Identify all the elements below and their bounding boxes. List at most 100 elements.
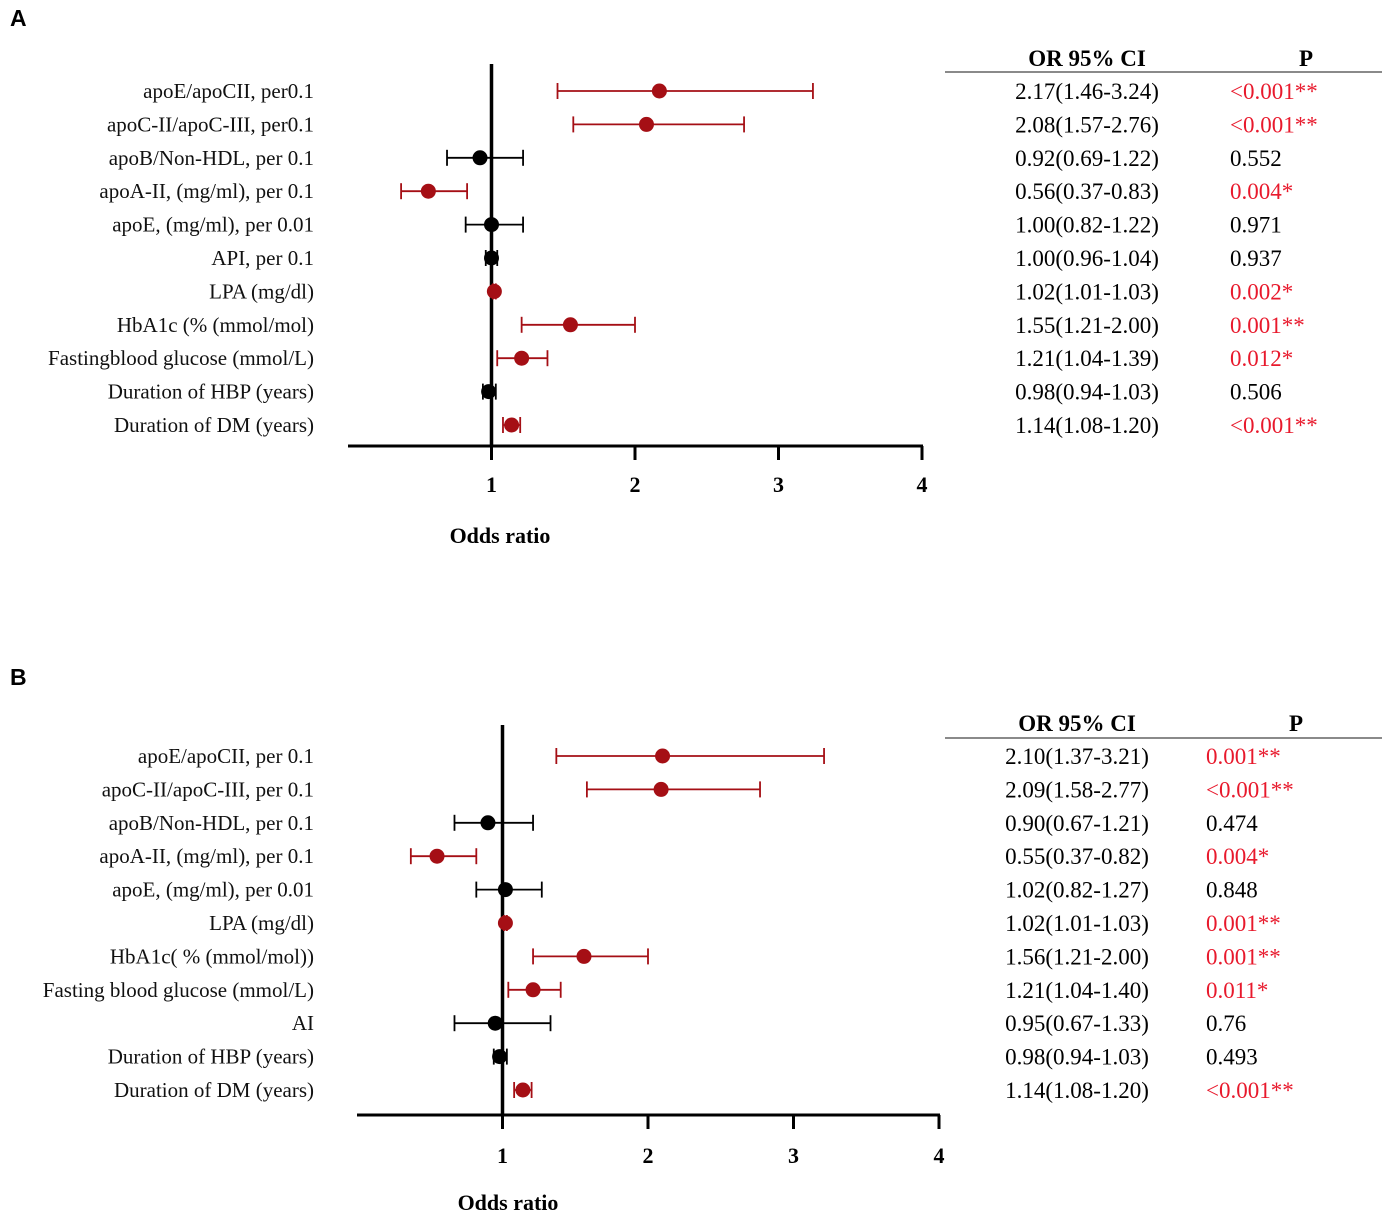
forest-row: apoB/Non-HDL, per 0.1 0.92(0.69-1.22) 0.55… (109, 146, 1282, 171)
row-label: apoE, (mg/ml), per 0.01 (112, 878, 314, 902)
row-label: Duration of HBP (years) (108, 380, 314, 404)
row-label: LPA (mg/dl) (209, 911, 314, 935)
p-value-cell: 0.002* (1230, 279, 1293, 304)
forest-row: Duration of DM (years) 1.14(1.08-1.20) <0.… (114, 1078, 1294, 1103)
p-value-cell: <0.001** (1206, 1078, 1294, 1103)
row-label: Duration of HBP (years) (108, 1045, 314, 1069)
p-value-cell: 0.506 (1230, 380, 1282, 405)
forest-row: apoE, (mg/ml), per 0.01 1.02(0.82-1.27) 0.… (112, 878, 1258, 903)
table-header-p: P (1299, 46, 1313, 71)
row-label: apoE, (mg/ml), per 0.01 (112, 213, 314, 237)
forest-row: LPA (mg/dl) 1.02(1.01-1.03) 0.001** (209, 911, 1281, 936)
x-tick-label: 3 (773, 472, 784, 497)
or-ci-cell: 2.10(1.37-3.21) (1005, 744, 1149, 769)
or-point (504, 417, 520, 433)
row-label: Duration of DM (years) (114, 1078, 314, 1102)
row-label: apoA-II, (mg/ml), per 0.1 (99, 844, 314, 868)
p-value-cell: 0.004* (1230, 179, 1293, 204)
p-value-cell: <0.001** (1230, 413, 1318, 438)
or-point (420, 183, 436, 199)
table-header-or-ci: OR 95% CI (1018, 711, 1136, 736)
row-label: HbA1c (% (mmol/mol) (117, 313, 314, 337)
forest-row: apoE/apoCII, per0.1 2.17(1.46-3.24) <0.001… (143, 79, 1318, 104)
or-ci-cell: 2.08(1.57-2.76) (1015, 112, 1159, 137)
forest-row: apoB/Non-HDL, per 0.1 0.90(0.67-1.21) 0.47… (109, 811, 1259, 836)
table-header-p: P (1289, 711, 1303, 736)
or-ci-cell: 2.17(1.46-3.24) (1015, 79, 1159, 104)
x-tick-label: 4 (934, 1143, 945, 1168)
row-label: apoE/apoCII, per0.1 (143, 79, 314, 103)
row-label: apoA-II, (mg/ml), per 0.1 (99, 179, 314, 203)
row-label: API, per 0.1 (211, 246, 314, 270)
forest-row: HbA1c (% (mmol/mol) 1.55(1.21-2.00) 0.001*… (117, 313, 1305, 338)
forest-row: AI 0.95(0.67-1.33) 0.76 (292, 1011, 1246, 1036)
forest-row: LPA (mg/dl) 1.02(1.01-1.03) 0.002* (209, 279, 1293, 304)
p-value-cell: 0.937 (1230, 246, 1282, 271)
panel-label: B (10, 664, 27, 690)
or-ci-cell: 0.90(0.67-1.21) (1005, 811, 1149, 836)
or-ci-cell: 1.02(0.82-1.27) (1005, 878, 1149, 903)
forest-row: Fastingblood glucose (mmol/L) 1.21(1.04-1… (48, 346, 1293, 371)
or-ci-cell: 1.21(1.04-1.39) (1015, 346, 1159, 371)
or-ci-cell: 1.55(1.21-2.00) (1015, 313, 1159, 338)
or-point (486, 283, 502, 299)
or-ci-cell: 1.00(0.82-1.22) (1015, 213, 1159, 238)
or-ci-cell: 1.00(0.96-1.04) (1015, 246, 1159, 271)
x-tick-label: 2 (643, 1143, 654, 1168)
or-point (480, 815, 496, 831)
or-point (651, 83, 667, 99)
or-ci-cell: 0.56(0.37-0.83) (1015, 179, 1159, 204)
x-tick-label: 3 (788, 1143, 799, 1168)
or-point (492, 1049, 508, 1065)
forest-row: apoA-II, (mg/ml), per 0.1 0.55(0.37-0.82)… (99, 844, 1269, 869)
or-ci-cell: 0.55(0.37-0.82) (1005, 844, 1149, 869)
or-point (497, 882, 513, 898)
x-axis-title: Odds ratio (450, 523, 551, 548)
or-point (515, 1082, 531, 1098)
row-label: HbA1c( % (mmol/mol)) (110, 944, 314, 968)
row-label: apoE/apoCII, per 0.1 (138, 744, 314, 768)
forest-row: API, per 0.1 1.00(0.96-1.04) 0.937 (211, 246, 1281, 271)
p-value-cell: <0.001** (1230, 112, 1318, 137)
row-label: AI (292, 1011, 314, 1035)
or-point (472, 150, 488, 166)
p-value-cell: 0.011* (1206, 978, 1268, 1003)
forest-row: apoE, (mg/ml), per 0.01 1.00(0.82-1.22) 0.… (112, 213, 1282, 238)
forest-row: apoE/apoCII, per 0.1 2.10(1.37-3.21) 0.001… (138, 744, 1281, 769)
x-tick-label: 4 (917, 472, 928, 497)
or-point (638, 116, 654, 132)
x-tick-label: 2 (630, 472, 641, 497)
or-point (429, 848, 445, 864)
row-label: apoC-II/apoC-III, per0.1 (107, 112, 314, 136)
row-label: LPA (mg/dl) (209, 279, 314, 303)
x-tick-label: 1 (497, 1143, 508, 1168)
forest-row: HbA1c( % (mmol/mol)) 1.56(1.21-2.00) 0.001… (110, 944, 1281, 969)
or-point (562, 317, 578, 333)
or-ci-cell: 1.14(1.08-1.20) (1005, 1078, 1149, 1103)
or-ci-cell: 1.21(1.04-1.40) (1005, 978, 1149, 1003)
or-ci-cell: 0.95(0.67-1.33) (1005, 1011, 1149, 1036)
or-point (525, 982, 541, 998)
p-value-cell: 0.552 (1230, 146, 1282, 171)
forest-row: Duration of HBP (years) 0.98(0.94-1.03) 0.… (108, 1045, 1258, 1070)
p-value-cell: 0.76 (1206, 1011, 1246, 1036)
p-value-cell: <0.001** (1230, 79, 1318, 104)
or-ci-cell: 0.98(0.94-1.03) (1005, 1045, 1149, 1070)
p-value-cell: 0.001** (1206, 911, 1281, 936)
x-tick-label: 1 (486, 472, 497, 497)
p-value-cell: 0.001** (1206, 744, 1281, 769)
or-point (481, 384, 497, 400)
p-value-cell: <0.001** (1206, 777, 1294, 802)
p-value-cell: 0.001** (1230, 313, 1305, 338)
forest-row: Duration of HBP (years) 0.98(0.94-1.03) 0.… (108, 380, 1282, 405)
or-point (655, 748, 671, 764)
or-ci-cell: 1.02(1.01-1.03) (1015, 279, 1159, 304)
p-value-cell: 0.012* (1230, 346, 1293, 371)
row-label: apoB/Non-HDL, per 0.1 (109, 146, 314, 170)
or-ci-cell: 0.98(0.94-1.03) (1015, 380, 1159, 405)
or-point (653, 781, 669, 797)
p-value-cell: 0.971 (1230, 213, 1282, 238)
row-label: Fasting blood glucose (mmol/L) (43, 978, 314, 1002)
